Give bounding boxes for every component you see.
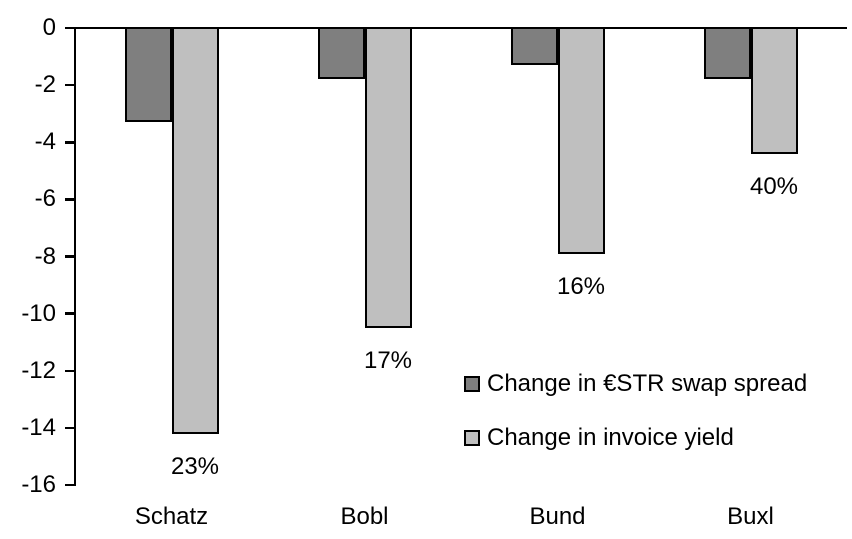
y-axis-tick-label: -10 — [21, 299, 56, 327]
invoice-yield-legend-label: Change in invoice yield — [487, 424, 734, 451]
y-axis-tick — [65, 369, 75, 372]
data-label-bobl: 17% — [363, 346, 413, 374]
y-axis-tick-label: -4 — [34, 128, 56, 156]
bar-buxl-swap-spread — [703, 26, 751, 80]
y-axis-tick — [65, 483, 75, 487]
y-axis-tick — [65, 426, 75, 430]
swap-spread-legend-label: Change in €STR swap spread — [487, 370, 808, 397]
bar-bobl-invoice-yield — [364, 26, 412, 328]
legend-item-invoice-yield: Change in invoice yield — [464, 425, 807, 451]
data-label-bund: 16% — [556, 272, 606, 300]
y-axis-tick-label: 0 — [42, 14, 56, 41]
bar-schatz-invoice-yield — [171, 26, 219, 434]
swap-spread-legend-marker — [464, 376, 480, 392]
y-axis-tick-label: -2 — [34, 71, 56, 99]
y-axis-tick — [65, 255, 75, 258]
y-axis-tick-label: -8 — [34, 242, 56, 270]
bar-bund-invoice-yield — [557, 26, 605, 254]
data-label-schatz: 23% — [170, 452, 220, 480]
y-axis-tick — [65, 312, 75, 315]
y-axis-tick-label: -16 — [21, 471, 56, 498]
category-label-buxl: Buxl — [727, 503, 774, 530]
legend: Change in €STR swap spread Change in inv… — [464, 371, 807, 451]
category-label-schatz: Schatz — [134, 503, 209, 530]
legend-item-swap-spread: Change in €STR swap spread — [464, 371, 807, 397]
zero-axis-line — [65, 26, 847, 30]
bar-bobl-swap-spread — [317, 26, 365, 80]
y-axis-tick-label: -6 — [34, 185, 56, 213]
y-axis-tick-label: -14 — [21, 413, 56, 441]
data-label-buxl: 40% — [749, 172, 799, 200]
bar-bund-swap-spread — [510, 26, 558, 66]
invoice-yield-legend-marker — [464, 430, 480, 446]
y-axis-tick — [65, 141, 75, 144]
category-label-bund: Bund — [529, 503, 586, 530]
y-axis-tick — [65, 83, 75, 87]
bar-buxl-invoice-yield — [750, 26, 798, 154]
bar-schatz-swap-spread — [124, 26, 172, 123]
y-axis-tick-label: -12 — [21, 356, 56, 384]
y-axis-tick — [65, 198, 75, 201]
category-label-bobl: Bobl — [340, 503, 389, 530]
y-axis-line — [73, 26, 77, 487]
